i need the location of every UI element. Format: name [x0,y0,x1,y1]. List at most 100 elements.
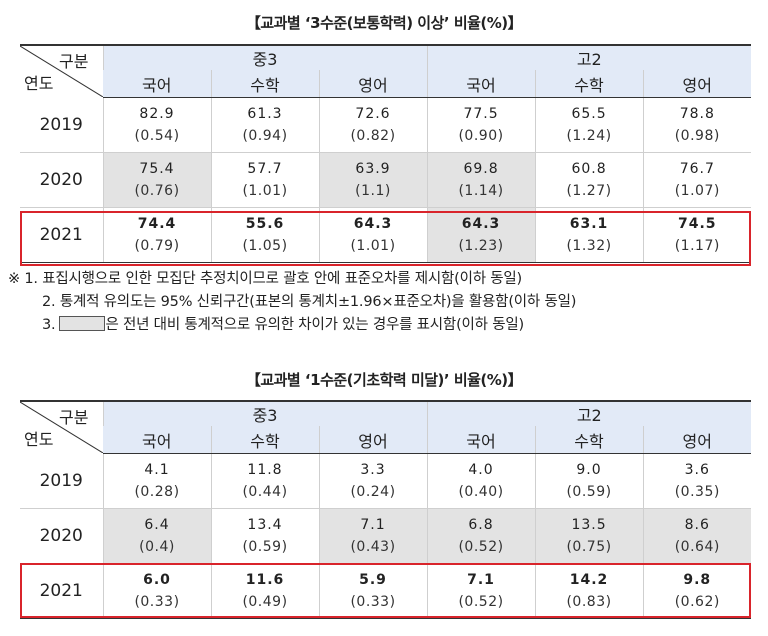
value-cell: 65.5 (1.24) [534,97,644,153]
footnote-3-text: 은 전년 대비 통계적으로 유의한 차이가 있는 경우를 표시함(이하 동일) [105,317,524,333]
subject-header: 수학 [210,70,319,98]
group-header-high2: 고2 [426,44,752,70]
group-header-high2: 고2 [426,400,752,426]
percentage-value: 74.4 [137,216,177,232]
value-cell: 3.6 (0.35) [642,453,752,509]
value-cell: 6.0 (0.33) [102,563,211,619]
table2-title: 【교과별 ‘1수준(기초학력 미달)’ 비율(%)】 [245,371,523,389]
percentage-value: 65.5 [571,106,607,122]
value-cell: 14.2 (0.83) [534,563,644,619]
value-cell: 5.9 (0.33) [318,563,428,619]
subject-header: 영어 [642,426,752,454]
standard-error: (1.05) [242,238,288,254]
year-cell: 2020 [20,508,103,564]
percentage-value: 11.6 [245,572,285,588]
table-row: 2020 75.4 (0.76) 57.7 (1.01) 63.9 (1.1) 69.8 (1.… [20,152,752,208]
year-cell: 2020 [20,152,103,208]
value-cell: 61.3 (0.94) [210,97,319,153]
value-cell: 64.3 (1.23) [426,207,536,263]
table-row: 2021 6.0 (0.33) 11.6 (0.49) 5.9 (0.33) 7.1 (0.52… [20,563,752,619]
percentage-value: 64.3 [353,216,393,232]
subject-header: 수학 [210,426,319,454]
value-cell: 13.4 (0.59) [210,508,319,564]
percentage-value: 6.8 [468,517,494,533]
standard-error: (1.01) [350,238,396,254]
standard-error: (0.62) [674,594,720,610]
table-row: 2019 82.9 (0.54) 61.3 (0.94) 72.6 (0.82) 77.5 (0… [20,97,752,153]
standard-error: (0.79) [134,238,180,254]
value-cell: 4.0 (0.40) [426,453,536,509]
footnote-1: ※ 1. 표집시행으로 인한 모집단 추정치이므로 괄호 안에 표준오차를 제시… [8,271,523,287]
subject-header-row: 국어 수학 영어 국어 수학 영어 [20,426,752,454]
standard-error: (0.44) [242,484,288,500]
value-cell: 74.5 (1.17) [642,207,752,263]
value-cell: 63.1 (1.32) [534,207,644,263]
percentage-value: 3.6 [684,462,710,478]
percentage-value: 4.1 [144,462,170,478]
standard-error: (1.14) [458,183,504,199]
year-cell: 2019 [20,97,103,153]
standard-error: (0.82) [350,128,396,144]
standard-error: (1.07) [674,183,720,199]
percentage-value: 11.8 [247,462,283,478]
value-cell: 11.6 (0.49) [210,563,319,619]
percentage-value: 6.4 [144,517,170,533]
standard-error: (0.52) [458,539,504,555]
footnote-3-number: 3. [42,317,56,333]
value-cell: 75.4 (0.76) [102,152,211,208]
value-cell: 77.5 (0.90) [426,97,536,153]
value-cell: 9.0 (0.59) [534,453,644,509]
percentage-value: 6.0 [143,572,171,588]
standard-error: (0.59) [242,539,288,555]
table-row: 2020 6.4 (0.4) 13.4 (0.59) 7.1 (0.43) 6.8 (0.52)… [20,508,752,564]
value-cell: 11.8 (0.44) [210,453,319,509]
value-cell: 60.8 (1.27) [534,152,644,208]
percentage-value: 13.5 [571,517,607,533]
table1-corner: 구분 연도 [20,44,103,98]
percentage-value: 76.7 [679,161,715,177]
value-cell: 6.8 (0.52) [426,508,536,564]
subject-header: 영어 [642,70,752,98]
highlight-2021-box [20,563,751,618]
value-cell: 6.4 (0.4) [102,508,211,564]
standard-error: (0.49) [242,594,288,610]
table2: 구분 연도 중3 고2 국어 수학 영어 국어 수학 영어 2019 4.1 (0.… [20,400,752,619]
table2-corner: 구분 연도 [20,400,103,454]
table1-title: 【교과별 ‘3수준(보통학력) 이상’ 비율(%)】 [245,14,523,32]
year-cell: 2021 [20,207,103,263]
standard-error: (0.24) [350,484,396,500]
table-row: 2021 74.4 (0.79) 55.6 (1.05) 64.3 (1.01) 64.3 (1… [20,207,752,263]
percentage-value: 57.7 [247,161,283,177]
subject-header: 국어 [103,70,211,98]
significance-legend-swatch [59,316,106,331]
subject-header: 국어 [426,426,536,454]
corner-label-year: 연도 [24,73,54,93]
corner-label-category: 구분 [59,52,89,71]
percentage-value: 64.3 [461,216,501,232]
percentage-value: 9.0 [576,462,602,478]
value-cell: 55.6 (1.05) [210,207,319,263]
standard-error: (1.01) [242,183,288,199]
percentage-value: 72.6 [355,106,391,122]
corner-label-year: 연도 [24,429,54,449]
table1: 구분 연도 중3 고2 국어 수학 영어 국어 수학 영어 2019 82.9 (0… [20,44,752,263]
percentage-value: 5.9 [359,572,387,588]
standard-error: (0.28) [134,484,180,500]
footnote-2: 2. 통계적 유의도는 95% 신뢰구간(표본의 통계치±1.96×표준오차)을… [42,294,577,310]
value-cell: 69.8 (1.14) [426,152,536,208]
subject-header-row: 국어 수학 영어 국어 수학 영어 [20,70,752,98]
standard-error: (0.33) [350,594,396,610]
corner-label-category: 구분 [59,408,89,427]
value-cell: 9.8 (0.62) [642,563,752,619]
subject-header: 수학 [534,70,644,98]
percentage-value: 7.1 [467,572,495,588]
value-cell: 13.5 (0.75) [534,508,644,564]
value-cell: 57.7 (1.01) [210,152,319,208]
standard-error: (0.90) [458,128,504,144]
standard-error: (0.35) [674,484,720,500]
standard-error: (0.76) [134,183,180,199]
standard-error: (0.52) [458,594,504,610]
percentage-value: 82.9 [139,106,175,122]
value-cell: 3.3 (0.24) [318,453,428,509]
subject-header: 수학 [534,426,644,454]
